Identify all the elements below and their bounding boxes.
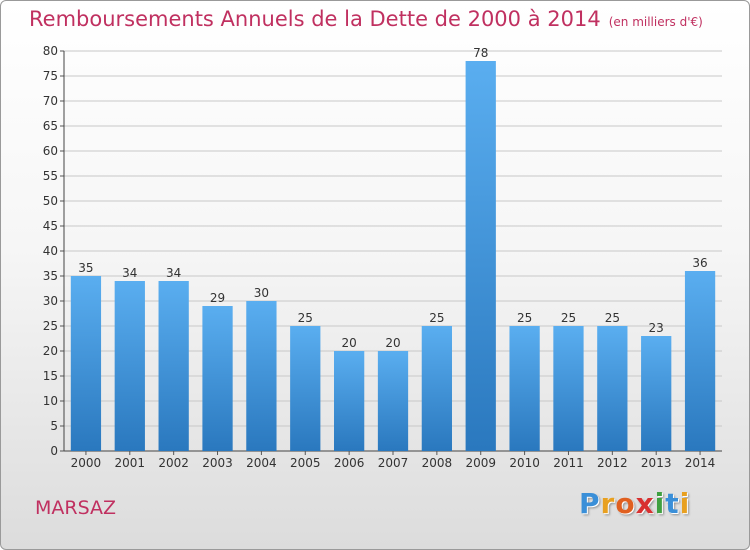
bar [290, 326, 321, 451]
x-tick-label: 2010 [509, 456, 540, 470]
bar [377, 351, 409, 451]
y-tick-label: 75 [43, 69, 58, 83]
data-label: 78 [473, 46, 488, 60]
data-label: 25 [605, 311, 620, 325]
logo-letter: o [615, 487, 636, 520]
data-label: 36 [692, 256, 707, 270]
x-axis: 2000 2001 2002 2003 2004 2005 2006 2007 2008 2009… [71, 451, 716, 470]
x-tick-label: 2002 [158, 456, 189, 470]
x-tick-label: 2009 [465, 456, 496, 470]
bar [641, 336, 672, 451]
data-label: 20 [385, 336, 400, 350]
bar [465, 61, 496, 451]
y-tick-label: 55 [43, 169, 58, 183]
y-tick-label: 5 [50, 419, 58, 433]
y-tick-label: 50 [43, 194, 58, 208]
y-tick-label: 35 [43, 269, 58, 283]
data-label: 25 [429, 311, 444, 325]
x-tick-label: 2011 [553, 456, 584, 470]
proxiti-logo: Proxiti [579, 487, 690, 520]
logo-letter: t [665, 487, 680, 520]
bar [202, 306, 233, 451]
bar [597, 326, 628, 451]
bar [421, 326, 453, 451]
chart-title-text: Remboursements Annuels de la Dette de 20… [29, 7, 601, 31]
bars [70, 61, 716, 451]
data-label: 34 [122, 266, 137, 280]
y-tick-label: 10 [43, 394, 58, 408]
unit-note: (en milliers d'€) [608, 15, 703, 29]
x-tick-label: 2006 [334, 456, 365, 470]
y-tick-label: 40 [43, 244, 58, 258]
y-tick-label: 45 [43, 219, 58, 233]
x-tick-label: 2013 [641, 456, 672, 470]
bar [114, 281, 145, 451]
data-label: 20 [341, 336, 356, 350]
x-tick-label: 2005 [290, 456, 321, 470]
bar [333, 351, 365, 451]
logo-letter: i [679, 487, 691, 520]
y-tick-label: 15 [43, 369, 58, 383]
data-label: 30 [254, 286, 269, 300]
data-labels: 35 34 34 29 30 25 20 20 25 78 25 25 25 23 36 [78, 46, 707, 350]
y-tick-label: 60 [43, 144, 58, 158]
data-label: 35 [78, 261, 93, 275]
bar [158, 281, 189, 451]
data-label: 29 [210, 291, 225, 305]
bar-chart: 0 5 10 15 20 25 30 35 40 45 50 55 60 65 70 75 80 35 34 34 2… [43, 44, 722, 470]
x-tick-label: 2001 [115, 456, 146, 470]
data-label: 25 [561, 311, 576, 325]
x-tick-label: 2012 [597, 456, 628, 470]
x-tick-label: 2014 [685, 456, 716, 470]
chart-title: Remboursements Annuels de la Dette de 20… [29, 7, 703, 31]
y-tick-label: 80 [43, 44, 58, 58]
data-label: 34 [166, 266, 181, 280]
town-name: MARSAZ [35, 497, 117, 519]
bar [509, 326, 540, 451]
data-label: 23 [649, 321, 664, 335]
bar [684, 271, 716, 451]
bar [246, 301, 277, 451]
logo-letter: x [635, 487, 655, 520]
bar [70, 276, 102, 451]
x-tick-label: 2004 [246, 456, 277, 470]
x-tick-label: 2008 [422, 456, 453, 470]
logo-letter: i [654, 487, 666, 520]
bar [553, 326, 584, 451]
logo-letter: P [579, 487, 601, 520]
y-tick-label: 25 [43, 319, 58, 333]
x-tick-label: 2000 [71, 456, 102, 470]
data-label: 25 [298, 311, 313, 325]
y-tick-label: 0 [50, 444, 58, 458]
y-tick-label: 65 [43, 119, 58, 133]
y-tick-label: 30 [43, 294, 58, 308]
data-label: 25 [517, 311, 532, 325]
x-tick-label: 2003 [202, 456, 233, 470]
x-tick-label: 2007 [378, 456, 409, 470]
y-tick-label: 20 [43, 344, 58, 358]
logo-letter: r [600, 487, 616, 520]
y-tick-label: 70 [43, 94, 58, 108]
